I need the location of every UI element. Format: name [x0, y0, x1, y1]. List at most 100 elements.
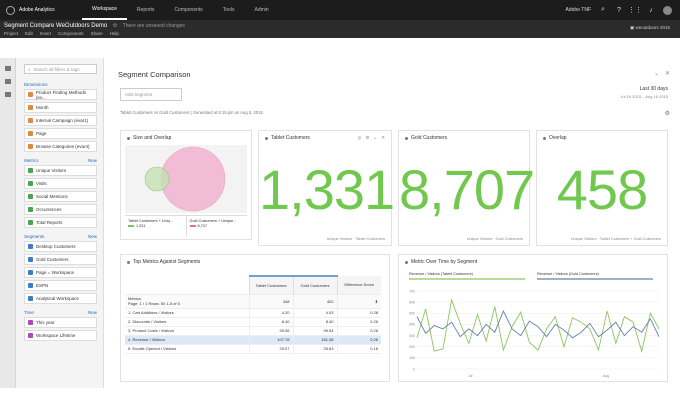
legend-swatch	[189, 225, 196, 227]
x-tick-label: Aug	[603, 374, 609, 378]
menu-insert[interactable]: Insert	[39, 31, 52, 36]
nav-workspace[interactable]: Workspace	[82, 0, 127, 20]
gold-customers-card[interactable]: Gold Customers 8,707 Unique Visitors · G…	[398, 130, 535, 246]
list-item[interactable]: Social Mentions	[24, 191, 97, 202]
date-label: Last 30 days	[639, 86, 668, 92]
project-menu: Project Edit Insert Components Share Hel…	[4, 31, 119, 36]
new-segment-link[interactable]: New	[87, 234, 97, 239]
list-item[interactable]: Occurrences	[24, 204, 97, 215]
legend-label: Revenue / Visitors (Tablet Customers)	[409, 272, 474, 276]
unsaved-changes-text: There are unsaved changes	[122, 22, 185, 29]
time-icon	[28, 333, 33, 338]
close-icon[interactable]: ✕	[381, 135, 385, 140]
dimension-icon	[28, 92, 33, 97]
menu-share[interactable]: Share	[90, 31, 103, 36]
list-item[interactable]: Visits	[24, 178, 97, 189]
nav-tools[interactable]: Tools	[222, 7, 235, 13]
project-title[interactable]: Segment Compare WeOutdoors Demo	[4, 22, 108, 29]
venn-legend: Tablet Customers + Uniq... 1,331 Gold Cu…	[125, 215, 247, 237]
list-item[interactable]: Month	[24, 102, 97, 113]
panel-description: Tablet Customers vs Gold Customers | Gen…	[120, 110, 263, 115]
list-item[interactable]: Analytical Workspace	[24, 293, 97, 304]
column-header-gold[interactable]: Gold Customers	[292, 275, 337, 295]
component-search-input[interactable]: ⌕ Search all filters & tags	[24, 64, 97, 74]
summary-caption: Unique Visitors · Tablet Customers + Gol…	[570, 237, 661, 241]
size-overlap-card[interactable]: Size and Overlap Tablet Customers + Uniq…	[120, 130, 252, 240]
table-row-selected[interactable]: 4. Revenue / Visitors 107.78 181.38 0.26	[125, 335, 381, 345]
settings-icon[interactable]: ⚙	[365, 135, 370, 140]
date-range-picker[interactable]: Last 30 days Jul 16 2015 – Aug 15 2015	[620, 86, 668, 100]
add-segment-input[interactable]: Add Segment	[120, 88, 182, 101]
metrics-table-card[interactable]: Top Metrics Against Segments Tablet Cust…	[120, 254, 390, 382]
metric-icon	[28, 194, 33, 199]
y-tick-label: 0	[413, 367, 415, 371]
legend-tablet[interactable]: Tablet Customers + Uniq... 1,331	[128, 219, 173, 228]
visualizations-icon[interactable]	[4, 79, 11, 84]
venn-circle-tablet	[144, 166, 170, 192]
search-icon[interactable]: ⌕	[601, 6, 605, 13]
nav-reports[interactable]: Reports	[136, 7, 155, 13]
new-metric-link[interactable]: New	[87, 158, 97, 163]
menu-edit[interactable]: Edit	[25, 31, 33, 36]
collapse-icon[interactable]: ⌄	[373, 135, 378, 140]
menu-help[interactable]: Help	[109, 31, 119, 36]
gear-icon[interactable]: ⚙	[664, 111, 670, 117]
main-nav: Workspace Reports Components Tools Admin	[82, 0, 279, 20]
list-item[interactable]: Page	[24, 128, 97, 139]
help-icon[interactable]: ?	[617, 6, 621, 14]
page-indicator[interactable]: Page: 1 / 1	[128, 301, 148, 306]
list-item[interactable]: Workspace Lifetime	[24, 330, 97, 341]
search-icon: ⌕	[28, 66, 31, 72]
star-icon[interactable]: ☆	[112, 23, 118, 29]
info-icon[interactable]: ◎	[357, 135, 362, 140]
report-suite-icon: ▣	[629, 25, 636, 30]
series-line-0	[416, 298, 660, 353]
list-item[interactable]: Page = Workspace	[24, 267, 97, 278]
y-tick-label: 300	[409, 334, 415, 338]
brand[interactable]: Adobe Analytics	[0, 5, 82, 15]
nav-admin[interactable]: Admin	[254, 7, 269, 13]
card-title: Metric Over Time by Segment	[411, 259, 478, 265]
table-row[interactable]: 2. Discounts / Visitors 8.40 8.40 0.26	[125, 317, 381, 327]
new-time-link[interactable]: New	[87, 310, 97, 315]
list-item[interactable]: Total Reports	[24, 217, 97, 228]
report-suite-name: weoutdoors 2015	[635, 25, 670, 30]
list-item[interactable]: This year	[24, 317, 97, 328]
report-suite-selector[interactable]: ▣ weoutdoors 2015	[630, 25, 670, 31]
metric-icon	[28, 168, 33, 173]
table-row[interactable]: 1. Cart Additions / Visitors 4.20 4.53 0.2…	[125, 308, 381, 318]
list-item[interactable]: Unique Visitors	[24, 165, 97, 176]
list-item[interactable]: Gold Customers	[24, 254, 97, 265]
company-selector[interactable]: Adobe TNF	[565, 7, 591, 13]
collapse-icon[interactable]: ⌄	[653, 71, 659, 77]
legend-label: Revenue / Visitors (Gold Customers)	[537, 272, 599, 276]
overlap-card[interactable]: Overlap 458 Unique Visitors · Tablet Cus…	[536, 130, 668, 246]
notifications-bell-icon[interactable]: ♪	[649, 6, 653, 14]
table-row[interactable]: 3. Product Costs / Visitors 99.06 99.54 0.…	[125, 326, 381, 336]
list-item[interactable]: Browse Categories (evar4)	[24, 141, 97, 152]
close-icon[interactable]: ✕	[664, 71, 670, 77]
apps-grid-icon[interactable]: ⋮⋮	[628, 7, 642, 14]
table-row[interactable]: 5. Emails Opened / Visitors 29.07 25.63 0.…	[125, 344, 381, 354]
list-item[interactable]: Desktop Customers	[24, 241, 97, 252]
list-item[interactable]: ESPN	[24, 280, 97, 291]
nav-components[interactable]: Components	[174, 7, 203, 13]
rows-indicator[interactable]: Rows: 50 1-5 of 5	[148, 301, 180, 306]
dimensions-header: Dimensions	[24, 82, 48, 87]
panels-icon[interactable]	[4, 66, 11, 71]
sort-icon[interactable]: ⬇	[336, 294, 381, 309]
menu-components[interactable]: Components	[58, 31, 84, 36]
list-item[interactable]: Product Finding Methods (ev...	[24, 89, 97, 100]
metric-over-time-card[interactable]: Metric Over Time by Segment Revenue / Vi…	[398, 254, 668, 382]
legend-gold[interactable]: Gold Customers + Unique... 8,707	[185, 216, 248, 237]
column-header-difference[interactable]: Difference Score	[336, 276, 381, 295]
avatar[interactable]	[663, 5, 672, 15]
list-item[interactable]: Internal Campaign (evar1)	[24, 115, 97, 126]
column-header-tablet[interactable]: Tablet Customers	[248, 275, 293, 295]
components-icon[interactable]	[4, 92, 11, 97]
tablet-customers-card[interactable]: Tablet Customers ◎ ⚙ ⌄ ✕ 1,331 Unique Vi…	[258, 130, 395, 246]
top-navigation-bar: Adobe Analytics Workspace Reports Compon…	[0, 0, 680, 20]
menu-project[interactable]: Project	[4, 31, 19, 36]
card-title: Top Metrics Against Segments	[133, 259, 201, 265]
card-title: Overlap	[549, 135, 567, 141]
